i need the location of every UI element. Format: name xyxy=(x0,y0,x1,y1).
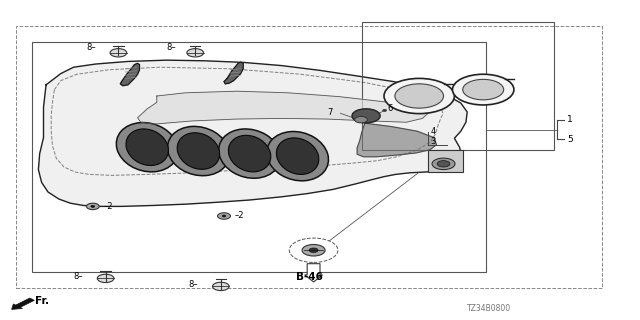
Circle shape xyxy=(97,274,114,283)
Bar xyxy=(16,26,602,288)
Ellipse shape xyxy=(228,135,271,172)
Text: 8–: 8– xyxy=(74,272,83,281)
Circle shape xyxy=(463,79,504,100)
Circle shape xyxy=(91,205,95,207)
Circle shape xyxy=(395,84,444,108)
Polygon shape xyxy=(38,60,467,206)
Ellipse shape xyxy=(168,126,229,176)
Circle shape xyxy=(383,109,387,111)
Text: 8–: 8– xyxy=(86,44,96,52)
Text: –2: –2 xyxy=(104,202,113,211)
Circle shape xyxy=(432,158,455,170)
Circle shape xyxy=(212,282,229,291)
Text: 8–: 8– xyxy=(189,280,198,289)
Text: 1: 1 xyxy=(567,116,573,124)
Text: –2: –2 xyxy=(235,212,244,220)
Polygon shape xyxy=(120,63,140,86)
Ellipse shape xyxy=(177,133,220,169)
FancyArrow shape xyxy=(12,298,35,309)
Circle shape xyxy=(352,109,380,123)
Bar xyxy=(428,150,463,172)
Circle shape xyxy=(218,213,230,219)
Circle shape xyxy=(437,161,450,167)
FancyArrow shape xyxy=(305,264,323,282)
Bar xyxy=(32,42,486,272)
Text: 8–: 8– xyxy=(166,44,176,52)
Text: 4: 4 xyxy=(431,127,436,136)
Text: B-46: B-46 xyxy=(296,272,323,282)
Bar xyxy=(362,22,554,150)
Circle shape xyxy=(384,78,454,114)
Circle shape xyxy=(302,244,325,256)
Text: 6: 6 xyxy=(388,104,393,113)
Text: TZ34B0800: TZ34B0800 xyxy=(467,304,511,313)
Ellipse shape xyxy=(267,132,328,181)
Polygon shape xyxy=(224,62,243,84)
Ellipse shape xyxy=(219,129,280,178)
Polygon shape xyxy=(138,91,429,124)
Circle shape xyxy=(110,49,127,57)
Circle shape xyxy=(222,215,226,217)
Ellipse shape xyxy=(116,123,178,172)
Circle shape xyxy=(187,49,204,57)
Polygon shape xyxy=(357,123,436,157)
Ellipse shape xyxy=(126,129,168,165)
Text: 5: 5 xyxy=(567,135,573,144)
Circle shape xyxy=(309,248,318,252)
Circle shape xyxy=(86,203,99,210)
Text: 3: 3 xyxy=(431,137,436,146)
Circle shape xyxy=(452,74,514,105)
Text: Fr.: Fr. xyxy=(35,296,49,306)
Text: 7: 7 xyxy=(328,108,333,117)
Ellipse shape xyxy=(276,138,319,174)
Circle shape xyxy=(355,116,367,123)
